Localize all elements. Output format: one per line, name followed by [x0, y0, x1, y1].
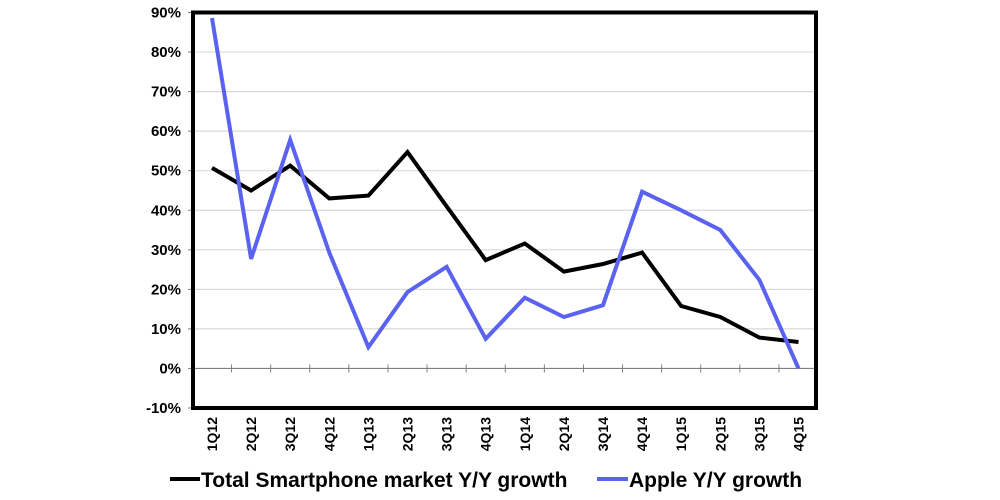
y-tick-label: 10% — [151, 321, 181, 338]
y-tick-label: 90% — [151, 5, 181, 22]
x-axis: 1Q12 2Q12 3Q12 4Q12 1Q13 2Q13 3Q13 4Q13 1Q14 2Q14… — [204, 364, 807, 451]
legend: Total Smartphone market Y/Y growth Apple… — [170, 469, 802, 492]
x-tick-label: 3Q14 — [595, 417, 611, 451]
x-tick-label: 3Q13 — [439, 417, 455, 451]
y-tick-label: 20% — [151, 281, 181, 298]
y-tick-label: 70% — [151, 84, 181, 101]
legend-item-apple: Apple Y/Y growth — [597, 469, 802, 492]
plot-area-frame — [191, 10, 818, 410]
x-tick-label: 2Q14 — [556, 417, 572, 451]
y-tick-label: 60% — [151, 123, 181, 140]
series-line-apple — [210, 17, 801, 370]
y-tick-label: 40% — [151, 202, 181, 219]
series-lines — [210, 17, 801, 370]
y-tick-label: 80% — [151, 44, 181, 61]
x-tick-label: 1Q12 — [204, 417, 220, 451]
x-tick-label: 2Q15 — [712, 417, 728, 451]
x-tick-label: 1Q14 — [517, 417, 533, 451]
legend-item-total-market: Total Smartphone market Y/Y growth — [170, 469, 567, 492]
x-tick-label: 4Q12 — [321, 417, 337, 451]
x-tick-label: 3Q15 — [751, 417, 767, 451]
x-tick-label: 2Q12 — [243, 417, 259, 451]
x-tick-label: 1Q13 — [360, 417, 376, 451]
y-tick-label: 30% — [151, 242, 181, 259]
series-line-total-market — [210, 148, 799, 344]
legend-label-total-market: Total Smartphone market Y/Y growth — [201, 469, 567, 492]
y-tick-label: 0% — [159, 360, 181, 377]
x-tick-label: 3Q12 — [282, 417, 298, 451]
x-tick-label: 1Q15 — [673, 417, 689, 451]
x-tick-label: 4Q14 — [634, 417, 650, 451]
x-tick-label: 4Q15 — [791, 417, 807, 451]
y-axis: 90% 80% 70% 60% 50% 40% 30% 20% 10% 0% -10% — [146, 5, 193, 417]
y-tick-label: -10% — [146, 400, 181, 417]
y-tick-label: 50% — [151, 163, 181, 180]
x-tick-label: 4Q13 — [478, 417, 494, 451]
x-tick-label: 2Q13 — [400, 417, 416, 451]
legend-label-apple: Apple Y/Y growth — [629, 469, 802, 492]
